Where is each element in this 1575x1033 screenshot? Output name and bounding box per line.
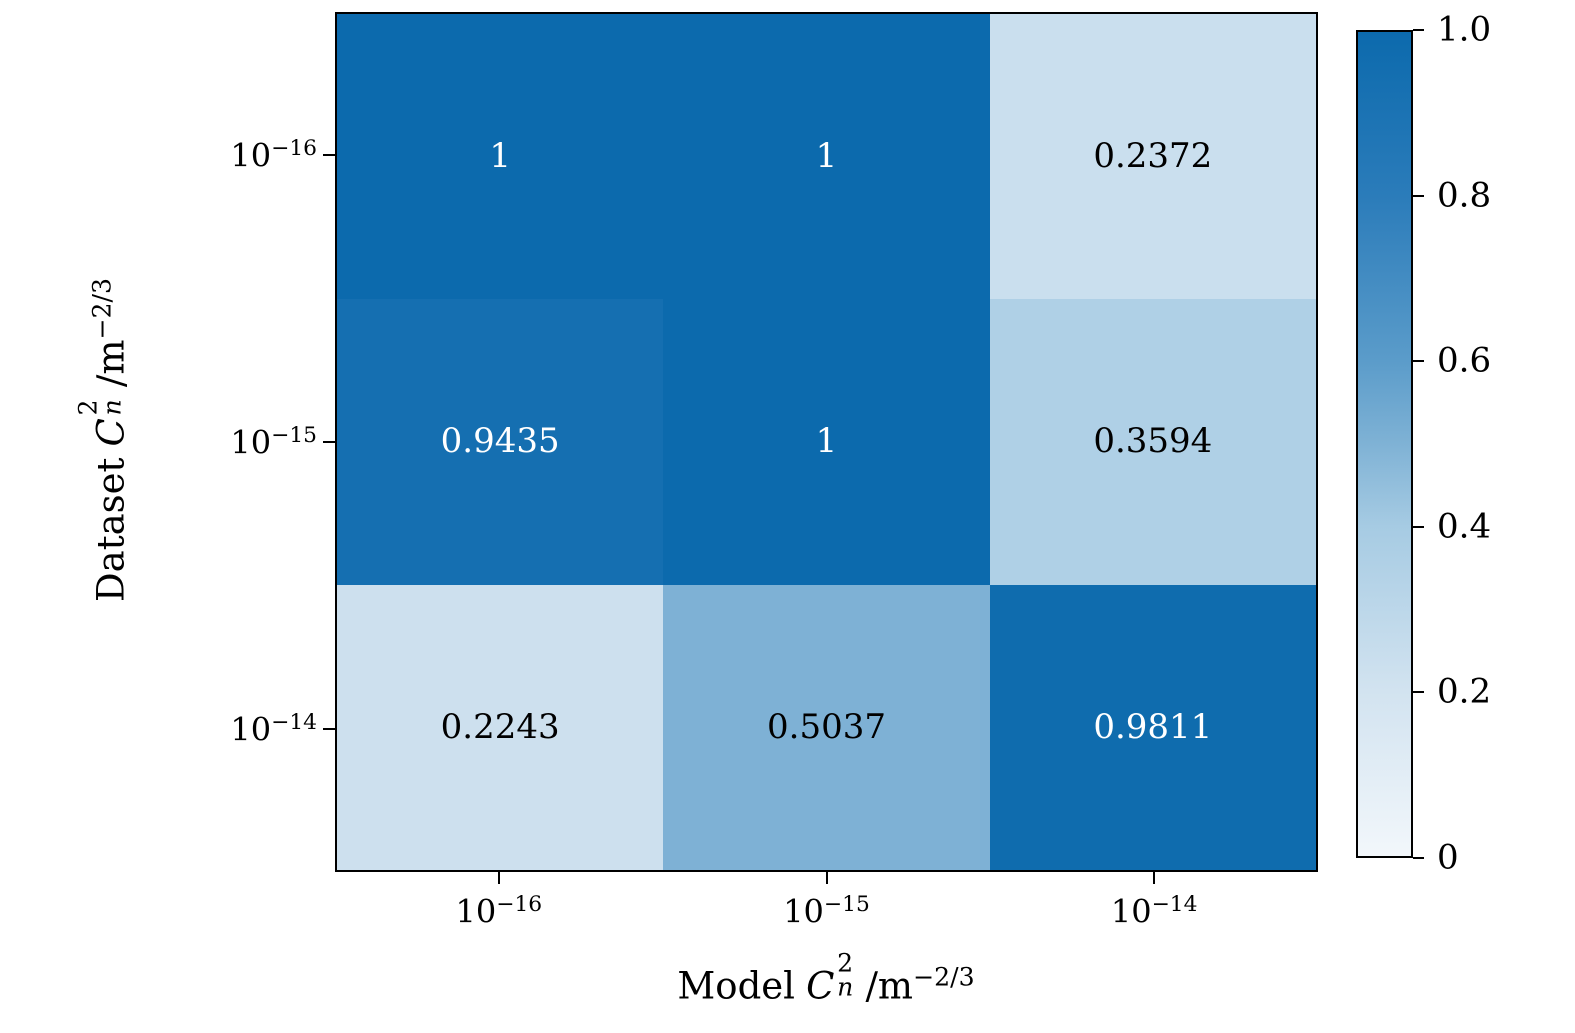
colorbar-tick-mark — [1413, 29, 1424, 31]
colorbar-tick-mark — [1413, 194, 1424, 197]
y-axis-label: Dataset C 2 n/m−2/3 — [74, 277, 134, 603]
y-axis-subscript: n — [97, 399, 127, 416]
y-axis-unit-exponent: −2/3 — [87, 277, 117, 340]
y-axis-unit: /m — [89, 339, 133, 388]
y-tick-mark — [323, 727, 335, 730]
cell-value-label: 0.2372 — [1093, 136, 1213, 177]
y-axis-label-prefix: Dataset — [89, 457, 133, 603]
tick-exponent: −15 — [823, 892, 870, 917]
x-tick-mark — [825, 872, 828, 884]
x-axis-superscript: 2 — [837, 948, 854, 978]
colorbar-tick-mark — [1413, 691, 1424, 694]
tick-exponent: −14 — [1151, 892, 1198, 917]
y-axis-symbol: C — [89, 418, 133, 447]
cell-value-label: 0.3594 — [1093, 421, 1213, 462]
tick-base: 10 — [455, 892, 497, 931]
cell-value-label: 0.5037 — [767, 706, 886, 747]
heatmap-cell-r0c2: 0.2372 — [989, 14, 1316, 300]
cell-value-label: 1 — [815, 421, 838, 462]
colorbar-tick-label: 0.8 — [1437, 175, 1492, 216]
cell-value-label: 1 — [489, 136, 511, 177]
colorbar-tick-label: 1.0 — [1437, 9, 1492, 50]
colorbar — [1356, 30, 1413, 858]
colorbar-tick-mark — [1413, 525, 1424, 528]
tick-exponent: −14 — [271, 709, 317, 735]
heatmap-cell-r2c0: 0.2243 — [337, 584, 664, 870]
x-tick-mark — [497, 872, 500, 884]
colorbar-tick-mark — [1413, 857, 1424, 859]
colorbar-tick-label: 0 — [1437, 837, 1459, 878]
tick-base: 10 — [783, 892, 824, 931]
x-axis-unit-exponent: −2/3 — [913, 962, 975, 992]
heatmap-cell-r0c0: 1 — [337, 14, 664, 300]
colorbar-tick-label: 0.6 — [1437, 340, 1492, 381]
tick-base: 10 — [230, 136, 272, 175]
y-tick-label: 10−14 — [230, 709, 317, 747]
tick-exponent: −16 — [271, 136, 317, 162]
x-axis-subscript: n — [837, 972, 854, 1002]
tick-base: 10 — [230, 423, 272, 462]
heatmap-cell-r0c1: 1 — [663, 14, 990, 300]
colorbar-tick-mark — [1413, 360, 1424, 363]
cell-value-label: 0.9811 — [1093, 706, 1213, 747]
heatmap-plot: 1 1 0.2372 0.9435 1 0.3594 0.2243 0.5037 0.9811 — [335, 12, 1318, 872]
x-tick-label: 10−14 — [1111, 892, 1198, 930]
heatmap-cell-r1c1: 1 — [663, 299, 990, 585]
y-tick-label: 10−15 — [230, 423, 317, 461]
colorbar-tick-label: 0.4 — [1437, 506, 1492, 547]
x-tick-label: 10−16 — [456, 892, 543, 930]
cell-value-label: 1 — [815, 136, 838, 177]
tick-exponent: −16 — [496, 892, 543, 917]
cell-value-label: 0.2243 — [440, 706, 560, 747]
colorbar-tick-label: 0.2 — [1437, 671, 1492, 712]
x-axis-label-prefix: Model — [677, 964, 795, 1008]
heatmap-cell-r2c2: 0.9811 — [989, 584, 1316, 870]
tick-base: 10 — [1110, 892, 1152, 931]
heatmap-cell-r1c0: 0.9435 — [337, 299, 664, 585]
cell-value-label: 0.9435 — [440, 421, 560, 462]
tick-exponent: −15 — [271, 422, 317, 448]
heatmap-cell-r1c2: 0.3594 — [989, 299, 1316, 585]
y-tick-mark — [323, 154, 335, 157]
x-axis-unit: /m — [865, 964, 914, 1008]
x-tick-mark — [1153, 872, 1156, 884]
x-axis-label: Model C 2 n/m−2/3 — [677, 949, 975, 1009]
x-tick-label: 10−15 — [783, 892, 870, 930]
y-tick-mark — [323, 441, 335, 443]
x-axis-symbol: C — [806, 964, 835, 1008]
y-tick-label: 10−16 — [230, 136, 317, 174]
heatmap-cell-r2c1: 0.5037 — [663, 584, 990, 870]
tick-base: 10 — [230, 710, 272, 749]
